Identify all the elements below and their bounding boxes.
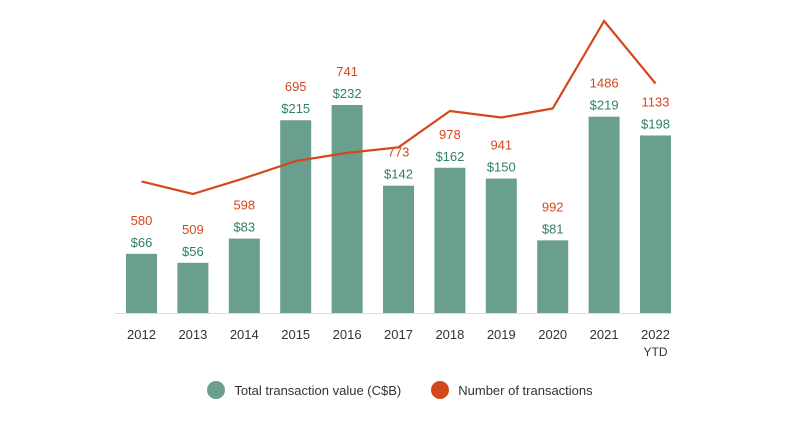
transactions-line: [141, 19, 657, 196]
value-label-2018: $162: [435, 149, 464, 164]
bar-2019: [485, 178, 517, 313]
x-tick-2019: 2019: [487, 327, 516, 342]
x-tick-2014: 2014: [230, 327, 259, 342]
x-tick-2016: 2016: [333, 327, 362, 342]
legend-item-count: Number of transactions: [431, 381, 593, 399]
count-label-2018: 978: [439, 127, 461, 142]
x-tick-sublabel-2022: YTD: [644, 345, 668, 359]
bar-2022: [640, 135, 671, 313]
value-label-2022: $198: [641, 116, 670, 131]
legend: Total transaction value (C$B) Number of …: [0, 381, 800, 399]
legend-label-value: Total transaction value (C$B): [234, 382, 402, 398]
value-label-2016: $232: [333, 86, 362, 101]
bar-2016: [331, 105, 363, 313]
bar-2017: [383, 185, 414, 313]
x-tick-2017: 2017: [384, 327, 413, 342]
count-label-2017: 773: [388, 145, 410, 160]
legend-swatch-count: [431, 381, 450, 399]
x-tick-2020: 2020: [538, 327, 567, 342]
count-label-2019: 941: [490, 138, 512, 153]
value-label-2015: $215: [281, 101, 310, 116]
count-label-2013: 509: [182, 222, 204, 237]
x-tick-2018: 2018: [435, 327, 464, 342]
legend-label-count: Number of transactions: [458, 382, 593, 398]
x-tick-2021: 2021: [590, 327, 619, 342]
bar-2014: [228, 238, 260, 313]
bar-2021: [588, 116, 620, 313]
count-label-2014: 598: [233, 198, 255, 213]
bar-2012: [126, 253, 157, 313]
bar-2015: [280, 120, 312, 313]
legend-item-value: Total transaction value (C$B): [207, 381, 401, 399]
bar-2013: [177, 262, 209, 313]
value-label-2021: $219: [590, 98, 619, 113]
combo-chart: $66 580 $56 509 $83 598 $215 695 $232 741 $142 773 $…: [115, 19, 672, 359]
value-label-2017: $142: [384, 167, 413, 182]
count-label-2021: 1486: [590, 76, 619, 91]
bar-2020: [537, 240, 569, 313]
value-label-2014: $83: [233, 220, 255, 235]
count-label-2016: 741: [336, 64, 358, 79]
value-label-2019: $150: [487, 160, 516, 175]
x-tick-2012: 2012: [127, 327, 156, 342]
value-label-2013: $56: [182, 244, 204, 259]
value-label-2020: $81: [542, 221, 564, 236]
bar-2018: [434, 167, 466, 313]
x-tick-2022: 2022: [641, 327, 670, 342]
count-label-2022: 1133: [642, 94, 670, 109]
x-tick-2013: 2013: [178, 327, 207, 342]
legend-swatch-value: [207, 381, 226, 399]
x-tick-2015: 2015: [281, 327, 310, 342]
count-label-2012: 580: [131, 213, 153, 228]
value-label-2012: $66: [131, 235, 153, 250]
count-label-2020: 992: [542, 199, 564, 214]
count-label-2015: 695: [285, 79, 307, 94]
